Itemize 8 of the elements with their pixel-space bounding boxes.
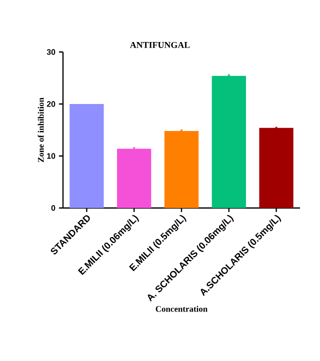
y-axis-title: Zone of inhibition [38, 98, 44, 162]
bar [164, 131, 199, 208]
bar [70, 104, 104, 208]
bar [212, 76, 246, 208]
x-axis-title: Concentration [156, 306, 208, 312]
bar [117, 148, 152, 208]
chart-title: ANTIFUNGAL [130, 42, 190, 48]
bar [259, 128, 294, 208]
